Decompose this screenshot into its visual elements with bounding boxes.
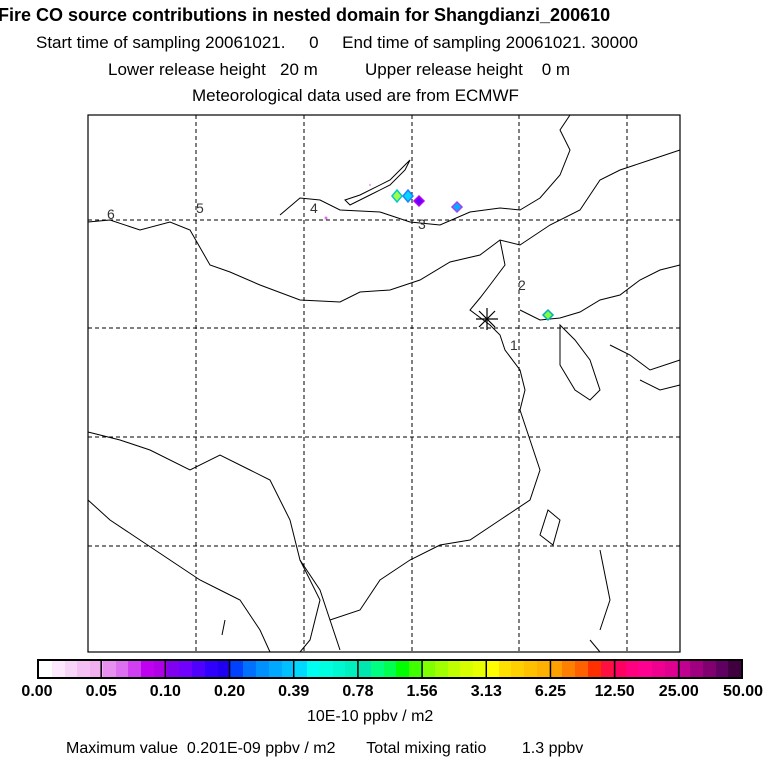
colorbar-tick-label: 12.50 (594, 683, 635, 700)
colorbar-cell (651, 661, 665, 677)
colorbar-tick-label: 50.00 (722, 683, 764, 700)
colorbar-tick-label: 0.10 (149, 683, 181, 700)
colorbar-cell (638, 661, 652, 677)
source-marker (402, 188, 414, 204)
colorbar-cell (345, 661, 359, 677)
colorbar-cell (204, 661, 218, 677)
source-marker (368, 183, 372, 187)
colorbar-cell (90, 661, 103, 677)
colorbar-cell (549, 661, 563, 677)
source-marker (450, 200, 464, 214)
track-label-2: 2 (518, 277, 526, 293)
colorbar-cell (485, 661, 499, 677)
colorbar-cell (332, 661, 346, 677)
track-label-5: 5 (196, 200, 204, 216)
colorbar-cell (141, 661, 154, 677)
colorbar-cell (294, 661, 308, 677)
colorbar-cell (243, 661, 257, 677)
colorbar-cell (690, 661, 703, 677)
colorbar-cell (153, 661, 167, 677)
track-label-3: 3 (418, 216, 426, 232)
colorbar-cell (421, 661, 435, 677)
colorbar-cell (626, 661, 639, 677)
colorbar-cell (447, 661, 461, 677)
plot-title: Fire CO source contributions in nested d… (0, 5, 611, 25)
track-labels: 1 2 3 4 5 6 (107, 200, 526, 353)
colorbar-tick-label: 0.78 (342, 683, 374, 700)
colorbar-cell (434, 661, 448, 677)
colorbar-tick-label: 3.13 (470, 683, 502, 700)
colorbar-cell (64, 661, 78, 677)
colorbar-cell (587, 661, 601, 677)
colorbar-tick-label: 0.00 (21, 683, 53, 700)
colorbar-cell (600, 661, 614, 677)
colorbar (37, 659, 743, 679)
colorbar-cell (268, 661, 282, 677)
colorbar-tick-label: 25.00 (658, 683, 699, 700)
colorbar-cell (575, 661, 588, 677)
colorbar-cell (702, 661, 716, 677)
release-height-line: Lower release height 20 m Upper release … (108, 60, 571, 79)
source-marker (391, 188, 403, 204)
summary-footer: Maximum value 0.201E-09 ppbv / m2 Total … (66, 740, 584, 757)
colorbar-tick-label: 0.05 (85, 683, 117, 700)
colorbar-cell (677, 661, 691, 677)
source-marker (324, 216, 328, 220)
colorbar-cell (39, 661, 52, 677)
colorbar-cell (728, 661, 742, 677)
colorbar-cell (51, 661, 65, 677)
colorbar-cell (230, 661, 244, 677)
colorbar-cell (115, 661, 129, 677)
colorbar-cell (370, 661, 384, 677)
colorbar-cell (307, 661, 320, 677)
colorbar-cell (613, 661, 627, 677)
colorbar-cell (319, 661, 333, 677)
colorbar-cell (358, 661, 371, 677)
met-data-line: Meteorological data used are from ECMWF (192, 86, 519, 105)
colorbar-cell (383, 661, 397, 677)
colorbar-tick-label: 6.25 (534, 683, 567, 700)
sampling-time-line: Start time of sampling 20061021. 0 End t… (36, 33, 638, 52)
colorbar-cell (396, 661, 410, 677)
colorbar-tick-label: 0.39 (278, 683, 310, 700)
colorbar-cell (256, 661, 269, 677)
colorbar-cell (179, 661, 193, 677)
colorbar-cell (562, 661, 576, 677)
colorbar-cell (166, 661, 180, 677)
colorbar-cell (128, 661, 142, 677)
colorbar-cell (498, 661, 512, 677)
colorbar-cell (460, 661, 474, 677)
asterisk-icon (476, 308, 498, 330)
source-markers (324, 183, 555, 322)
colorbar-cell (524, 661, 537, 677)
source-marker (541, 308, 555, 322)
colorbar-tick-label: 0.20 (213, 683, 246, 700)
track-label-1: 1 (510, 337, 518, 353)
colorbar-tick-label: 1.56 (406, 683, 438, 700)
grid-lines (88, 115, 680, 652)
source-marker (412, 194, 426, 208)
colorbar-cell (664, 661, 678, 677)
track-label-4: 4 (310, 200, 318, 216)
colorbar-cell (281, 661, 295, 677)
colorbar-cell (192, 661, 205, 677)
colorbar-cell (511, 661, 525, 677)
colorbar-cell (536, 661, 550, 677)
colorbar-unit: 10E-10 ppbv / m2 (307, 708, 434, 725)
colorbar-cell (102, 661, 116, 677)
coastlines-borders (87, 114, 681, 653)
colorbar-cell (715, 661, 729, 677)
map-frame (87, 114, 681, 653)
colorbar-cell (77, 661, 91, 677)
track-label-6: 6 (107, 206, 115, 222)
colorbar-cell (409, 661, 422, 677)
colorbar-cell (217, 661, 231, 677)
colorbar-cell (473, 661, 486, 677)
